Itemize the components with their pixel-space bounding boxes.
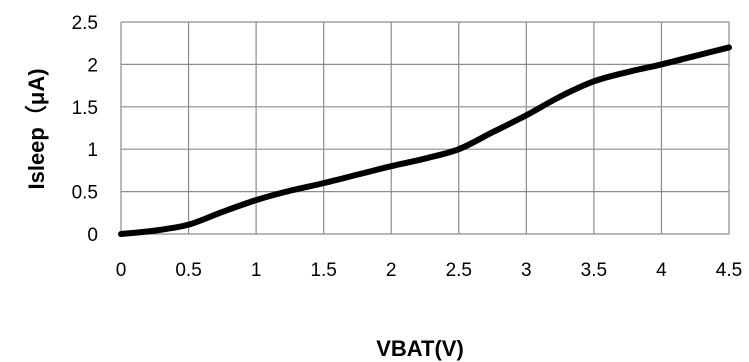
series-line-isleep [118, 44, 732, 237]
x-axis-tick-labels: 0 0.5 1 1.5 2 2.5 3 3.5 4 4.5 [116, 260, 743, 281]
x-tick-label: 1 [251, 260, 262, 281]
x-tick-label: 4.5 [716, 260, 742, 281]
y-axis-title: Isleep（μA) [24, 68, 49, 189]
y-tick-label: 0.5 [72, 183, 98, 204]
y-tick-label: 1.5 [72, 98, 98, 119]
x-tick-label: 0 [116, 260, 127, 281]
x-tick-label: 3.5 [581, 260, 607, 281]
x-tick-label: 4 [656, 260, 667, 281]
x-axis-title: VBAT(V) [376, 336, 464, 361]
y-tick-label: 0 [87, 225, 98, 246]
y-axis-tick-labels: 0 0.5 1 1.5 2 2.5 [72, 13, 98, 246]
y-tick-label: 2 [87, 55, 98, 76]
horizontal-gridlines [121, 21, 729, 235]
x-tick-label: 3 [521, 260, 532, 281]
x-tick-label: 1.5 [310, 260, 336, 281]
x-tick-label: 2.5 [446, 260, 472, 281]
y-tick-label: 2.5 [72, 13, 98, 34]
vertical-gridlines [120, 22, 730, 234]
x-tick-label: 2 [386, 260, 397, 281]
y-tick-label: 1 [87, 140, 98, 161]
x-tick-label: 0.5 [175, 260, 201, 281]
